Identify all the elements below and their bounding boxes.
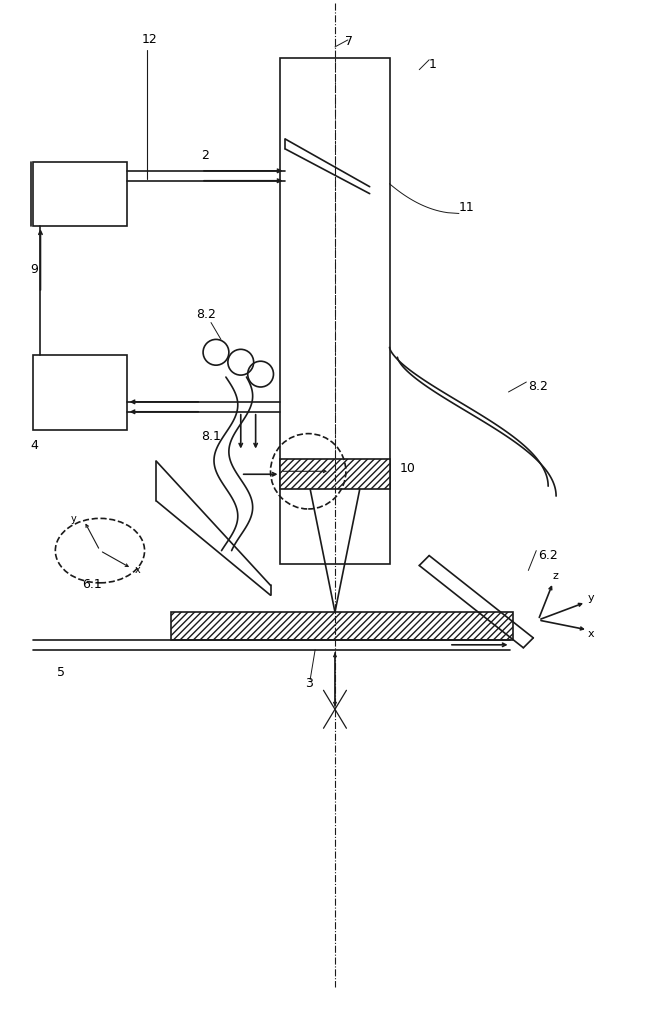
- Bar: [281, 460, 389, 489]
- Text: 8.1: 8.1: [201, 429, 221, 442]
- Bar: [32, 356, 126, 431]
- Text: 2: 2: [201, 149, 209, 162]
- Text: x: x: [588, 628, 594, 638]
- Bar: [171, 613, 514, 640]
- Text: 4: 4: [30, 439, 38, 452]
- Text: z: z: [552, 571, 558, 580]
- Text: 3: 3: [305, 676, 313, 690]
- Bar: [281, 59, 389, 564]
- Text: x: x: [134, 565, 140, 575]
- Text: y: y: [70, 514, 76, 524]
- Text: 8.2: 8.2: [528, 379, 548, 392]
- Text: 6.2: 6.2: [538, 548, 558, 561]
- Text: 10: 10: [399, 462, 415, 475]
- Text: 6.1: 6.1: [82, 577, 102, 590]
- Text: 1: 1: [429, 58, 437, 71]
- Text: 9: 9: [30, 263, 38, 276]
- Text: 8.2: 8.2: [196, 307, 216, 320]
- Text: 5: 5: [58, 665, 66, 677]
- Text: 7: 7: [345, 34, 353, 48]
- Text: 12: 12: [142, 33, 158, 45]
- Text: y: y: [588, 592, 594, 603]
- Text: 11: 11: [459, 201, 475, 214]
- Bar: [32, 163, 126, 227]
